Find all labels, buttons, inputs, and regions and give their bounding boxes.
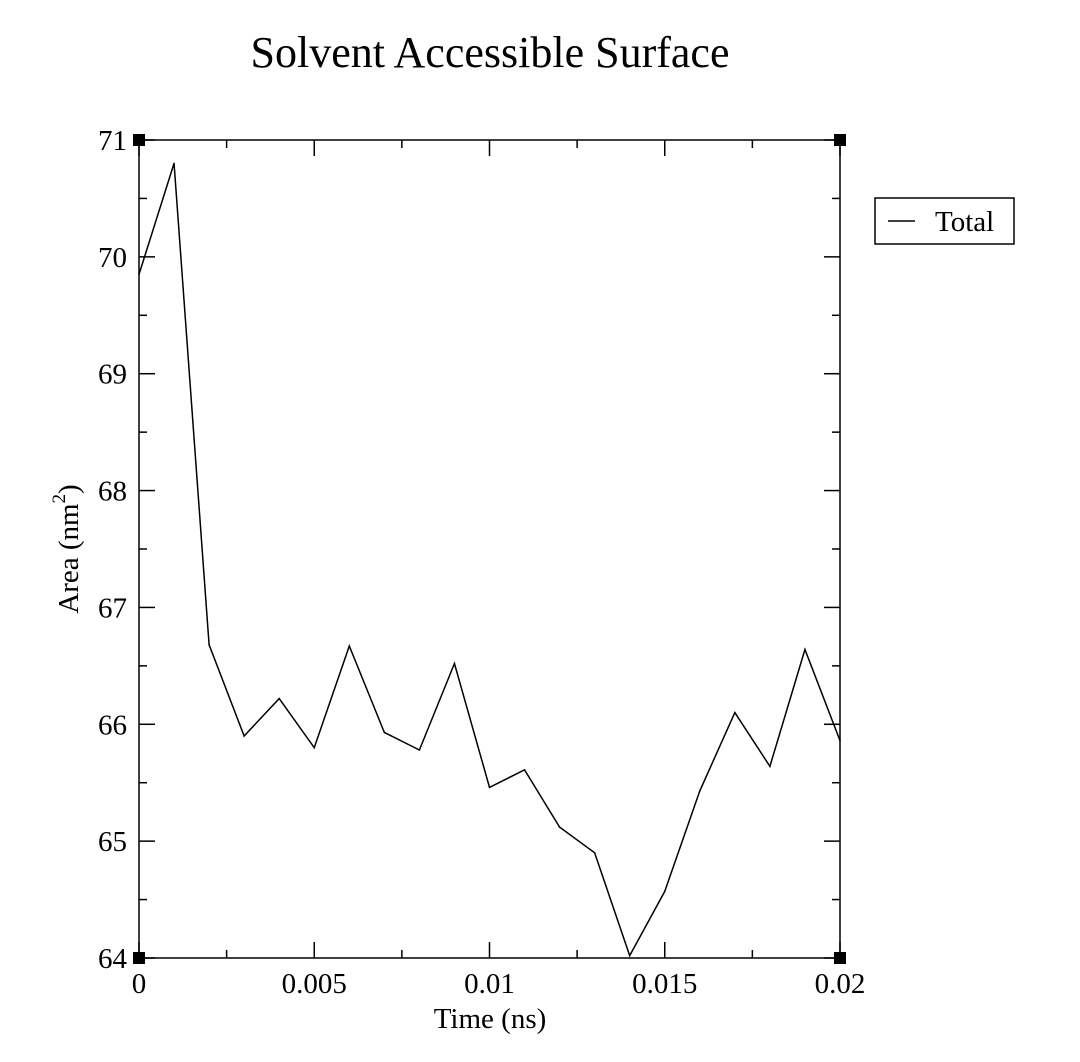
data-point xyxy=(558,826,561,828)
data-point xyxy=(348,645,351,647)
y-axis-label-superscript: 2 xyxy=(49,494,70,504)
corner-handle xyxy=(133,134,145,146)
data-point xyxy=(208,644,210,646)
chart-title: Solvent Accessible Surface xyxy=(251,28,730,77)
corner-handle xyxy=(834,952,846,964)
y-tick-label: 69 xyxy=(98,359,127,391)
y-tick-label: 70 xyxy=(98,242,127,274)
corner-handle xyxy=(133,952,145,964)
data-point xyxy=(488,786,491,789)
series-line-total xyxy=(138,163,841,958)
points-layer xyxy=(138,162,841,957)
data-point xyxy=(383,731,386,734)
x-tick-label: 0 xyxy=(132,968,147,1000)
x-tick-label: 0.015 xyxy=(632,968,697,1000)
selection-handles xyxy=(133,134,846,964)
data-point xyxy=(418,749,421,751)
x-axis-label: Time (ns) xyxy=(434,1003,547,1035)
y-tick-label: 67 xyxy=(98,592,127,624)
data-point xyxy=(523,769,526,771)
ticks-layer xyxy=(138,139,841,959)
data-point xyxy=(173,162,175,165)
data-point xyxy=(839,739,841,742)
y-tick-labels: 64 65 66 67 68 69 70 71 xyxy=(98,125,128,975)
y-tick-label: 71 xyxy=(98,125,127,157)
x-tick-label: 0.005 xyxy=(282,968,347,1000)
y-tick-label: 64 xyxy=(98,943,128,975)
y-tick-label: 65 xyxy=(98,826,127,858)
data-point xyxy=(313,746,316,749)
y-axis-label: Area (nm2) xyxy=(49,484,85,613)
legend-label-total: Total xyxy=(935,206,994,238)
plot-frame xyxy=(138,139,841,959)
y-tick-label: 66 xyxy=(98,709,127,741)
x-tick-label: 0.01 xyxy=(464,968,515,1000)
y-tick-label: 68 xyxy=(98,476,127,508)
data-point xyxy=(804,648,806,651)
y-axis-label-text: Area (nm xyxy=(53,503,85,614)
data-point xyxy=(593,852,596,854)
data-point xyxy=(453,662,456,665)
data-point xyxy=(628,954,631,957)
y-axis-label-suffix: ) xyxy=(53,484,85,494)
corner-handle xyxy=(834,134,846,146)
x-tick-labels: 0 0.005 0.01 0.015 0.02 xyxy=(132,968,866,1000)
data-point xyxy=(663,890,666,893)
data-point xyxy=(243,735,245,737)
legend: Total xyxy=(874,197,1015,245)
data-point xyxy=(734,711,736,714)
x-tick-label: 0.02 xyxy=(815,968,866,1000)
data-point xyxy=(699,790,701,792)
data-point xyxy=(278,697,281,700)
series-layer xyxy=(138,163,841,958)
data-point xyxy=(138,273,140,276)
data-point xyxy=(769,765,771,768)
